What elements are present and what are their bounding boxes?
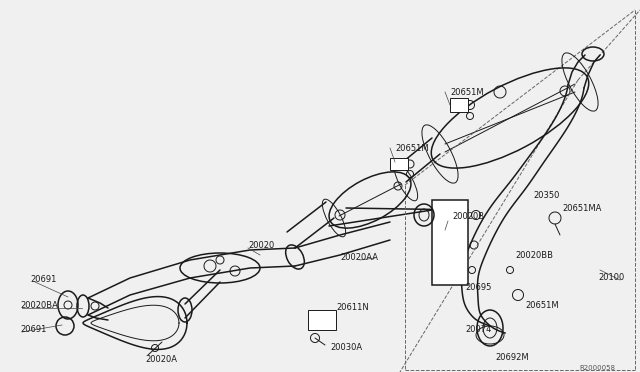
Text: 20611N: 20611N xyxy=(336,304,369,312)
Text: 20651M: 20651M xyxy=(525,301,559,310)
Text: 20020BB: 20020BB xyxy=(515,250,553,260)
Bar xyxy=(432,200,468,285)
Text: 20691: 20691 xyxy=(30,276,56,285)
Text: 20030A: 20030A xyxy=(330,343,362,353)
Text: 20100: 20100 xyxy=(598,273,624,282)
Text: 20651MA: 20651MA xyxy=(562,203,602,212)
Bar xyxy=(308,310,336,330)
Text: 20074: 20074 xyxy=(465,326,492,334)
Text: 20020A: 20020A xyxy=(145,356,177,365)
Text: 20350: 20350 xyxy=(534,190,560,199)
Text: 20020: 20020 xyxy=(248,241,275,250)
Text: 20020B: 20020B xyxy=(452,212,484,221)
Bar xyxy=(390,158,408,170)
Text: 20020BA: 20020BA xyxy=(20,301,58,311)
Text: 20020AA: 20020AA xyxy=(340,253,378,263)
Text: 20651M: 20651M xyxy=(450,87,484,96)
Text: 20691: 20691 xyxy=(20,326,46,334)
Text: 20651M: 20651M xyxy=(395,144,429,153)
Text: 20695: 20695 xyxy=(465,283,492,292)
Text: R2000058: R2000058 xyxy=(579,365,615,371)
Text: 20692M: 20692M xyxy=(495,353,529,362)
Bar xyxy=(450,98,468,112)
